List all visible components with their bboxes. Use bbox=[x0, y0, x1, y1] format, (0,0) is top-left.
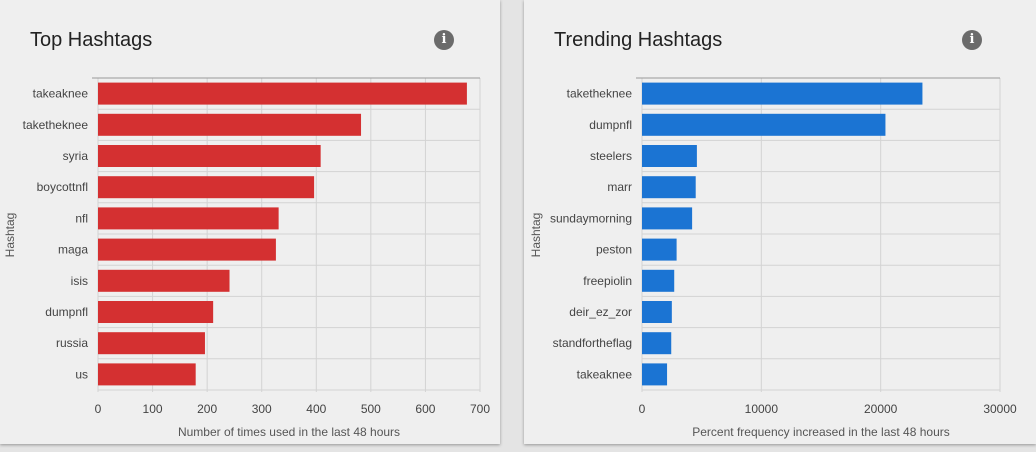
bar-boycottnfl[interactable] bbox=[98, 176, 315, 199]
trending-hashtags-card: Trending Hashtags i 0 10000 20000 30000 take… bbox=[524, 0, 1036, 444]
category-label: dumpnfl bbox=[589, 118, 632, 132]
info-icon[interactable]: i bbox=[434, 30, 454, 50]
x-tick-label: 400 bbox=[306, 402, 326, 416]
category-label: takeaknee bbox=[577, 367, 633, 381]
category-label: maga bbox=[58, 243, 88, 257]
x-tick-label: 200 bbox=[197, 402, 217, 416]
bar-deir_ez_zor[interactable] bbox=[642, 301, 672, 323]
category-label: sundaymorning bbox=[550, 211, 632, 225]
gridlines bbox=[641, 77, 1001, 392]
category-label: freepiolin bbox=[583, 274, 632, 288]
category-label: russia bbox=[56, 336, 88, 350]
category-label: boycottnfl bbox=[37, 180, 88, 194]
x-tick-label: 30000 bbox=[983, 402, 1017, 416]
trending-hashtags-chart: 0 10000 20000 30000 taketheknee dumpnfl steele… bbox=[529, 77, 1017, 439]
bar-dumpnfl[interactable] bbox=[642, 113, 886, 136]
bar-takeaknee[interactable] bbox=[642, 363, 668, 386]
category-label: dumpnfl bbox=[45, 305, 88, 319]
x-tick-label: 100 bbox=[143, 402, 163, 416]
bar-syria[interactable] bbox=[98, 145, 321, 167]
category-label: taketheknee bbox=[567, 87, 633, 101]
x-tick-label: 600 bbox=[415, 402, 435, 416]
category-label: isis bbox=[71, 274, 88, 288]
y-axis-title: Hashtag bbox=[529, 213, 543, 258]
bar-taketheknee[interactable] bbox=[98, 113, 362, 136]
bar-nfl[interactable] bbox=[98, 207, 279, 230]
bar-russia[interactable] bbox=[98, 332, 205, 355]
x-axis-title: Percent frequency increased in the last … bbox=[692, 425, 949, 439]
x-axis-title: Number of times used in the last 48 hour… bbox=[178, 425, 400, 439]
y-axis-title: Hashtag bbox=[3, 213, 17, 258]
bar-freepiolin[interactable] bbox=[642, 269, 675, 292]
category-label: peston bbox=[596, 243, 632, 257]
x-tick-label: 0 bbox=[639, 402, 646, 416]
x-tick-label: 300 bbox=[252, 402, 272, 416]
x-tick-label: 0 bbox=[95, 402, 102, 416]
x-tick-label: 10000 bbox=[745, 402, 779, 416]
category-label: syria bbox=[63, 149, 89, 163]
bar-steelers[interactable] bbox=[642, 145, 697, 167]
category-label: standfortheflag bbox=[553, 336, 632, 350]
x-tick-label: 700 bbox=[470, 402, 490, 416]
bar-peston[interactable] bbox=[642, 238, 677, 261]
category-label: steelers bbox=[590, 149, 632, 163]
bar-maga[interactable] bbox=[98, 238, 276, 261]
bar-dumpnfl[interactable] bbox=[98, 301, 214, 323]
top-hashtags-chart: 0 100 200 300 400 500 600 700 takeaknee takethekn… bbox=[3, 77, 490, 439]
bar-marr[interactable] bbox=[642, 176, 696, 199]
category-label: marr bbox=[607, 180, 632, 194]
bar-isis[interactable] bbox=[98, 269, 230, 292]
bar-standfortheflag[interactable] bbox=[642, 332, 672, 355]
category-label: takeaknee bbox=[33, 87, 89, 101]
top-hashtags-card: Top Hashtags i 0 100 200 300 400 500 600 700 tak… bbox=[0, 0, 500, 444]
category-label: taketheknee bbox=[23, 118, 89, 132]
chart-title: Trending Hashtags bbox=[554, 29, 723, 51]
category-label: us bbox=[75, 367, 88, 381]
category-label: deir_ez_zor bbox=[569, 305, 632, 319]
chart-title: Top Hashtags bbox=[30, 29, 153, 51]
info-icon[interactable]: i bbox=[962, 30, 982, 50]
bar-us[interactable] bbox=[98, 363, 196, 386]
bar-takeaknee[interactable] bbox=[98, 82, 467, 105]
bar-taketheknee[interactable] bbox=[642, 82, 923, 105]
x-tick-label: 20000 bbox=[864, 402, 898, 416]
bar-sundaymorning[interactable] bbox=[642, 207, 693, 230]
category-label: nfl bbox=[75, 211, 88, 225]
x-tick-label: 500 bbox=[361, 402, 381, 416]
